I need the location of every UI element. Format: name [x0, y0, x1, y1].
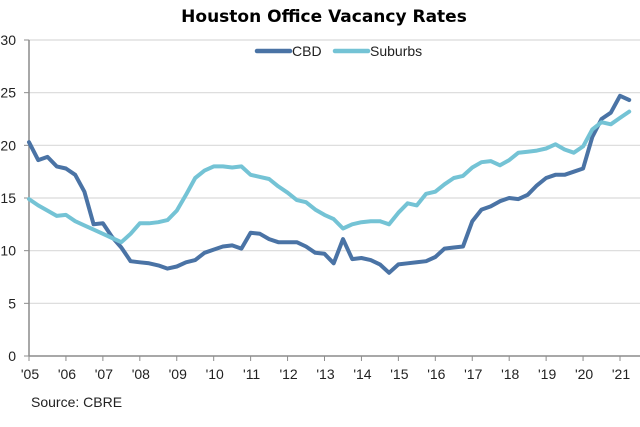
gridlines [29, 39, 640, 304]
y-tick-label: 0 [8, 348, 16, 364]
y-tick-label: 30 [0, 32, 16, 48]
x-tick-label: '16 [427, 366, 445, 382]
x-tick-label: '18 [501, 366, 519, 382]
x-tick-label: '15 [390, 366, 408, 382]
x-tick-label: '07 [95, 366, 113, 382]
x-tick-label: '09 [169, 366, 187, 382]
y-tick-label: 5 [8, 295, 16, 311]
y-tick-label: 20 [0, 137, 16, 153]
x-tick-label: '05 [21, 366, 39, 382]
series-line-cbd [27, 93, 632, 275]
chart-title: Houston Office Vacancy Rates [181, 7, 467, 27]
x-tick-label: '08 [132, 366, 150, 382]
x-tick-label: '20 [575, 366, 593, 382]
x-tick-label: '21 [612, 366, 630, 382]
x-tick-label: '10 [206, 366, 224, 382]
x-tick-label: '14 [353, 366, 371, 382]
y-tick-label: 10 [0, 243, 16, 259]
x-tick-label: '06 [58, 366, 76, 382]
x-tick-label: '13 [316, 366, 334, 382]
y-tick-label: 25 [0, 85, 16, 101]
x-tick-label: '17 [464, 366, 482, 382]
x-tick-label: '12 [279, 366, 297, 382]
legend-label-cbd: CBD [292, 43, 322, 59]
legend-label-suburbs: Suburbs [370, 43, 422, 59]
series-lines [27, 93, 632, 275]
y-tick-label: 15 [0, 190, 16, 206]
x-axis-ticks: '05 '06 '07 '08 '09 '10 '11 '12 '13 '14 '15 '16 '17 '… [21, 356, 630, 382]
legend: CBD Suburbs [254, 43, 422, 59]
source-note: Source: CBRE [31, 394, 123, 410]
series-line-suburbs [27, 109, 632, 245]
y-axis-ticks: 0 5 10 15 20 25 30 [0, 32, 29, 364]
x-tick-label: '11 [243, 366, 260, 382]
x-tick-label: '19 [538, 366, 556, 382]
